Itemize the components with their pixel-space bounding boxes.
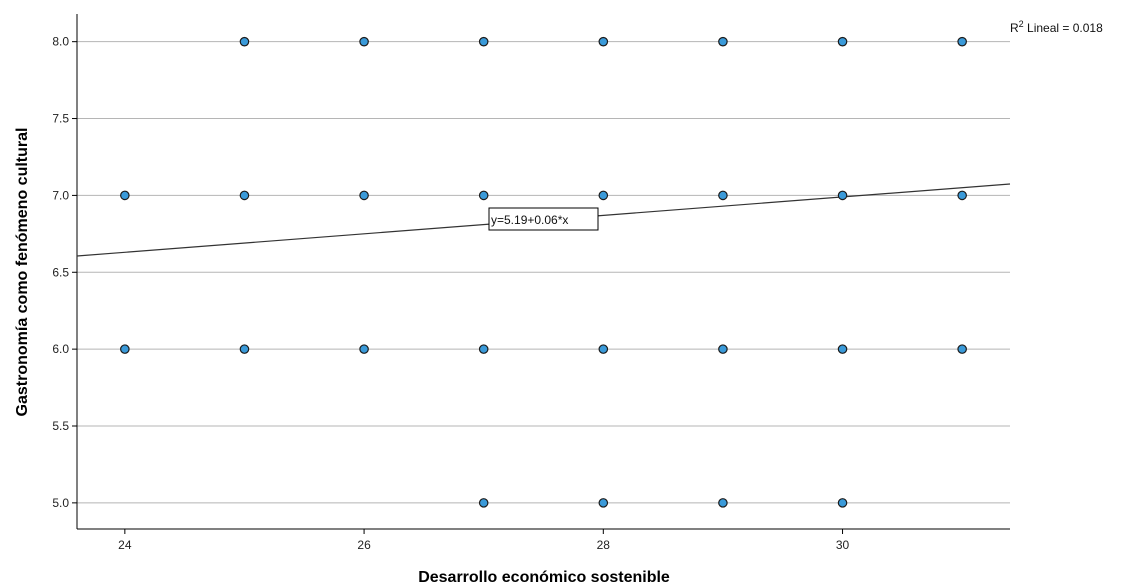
- data-point: [718, 190, 728, 201]
- x-ticks: 24 26 28 30: [118, 529, 850, 552]
- y-tick-label: 5.5: [52, 419, 69, 433]
- data-point: [120, 190, 130, 201]
- data-point: [598, 190, 609, 201]
- data-point: [957, 190, 967, 201]
- y-tick-label: 6.0: [52, 342, 69, 356]
- fit-equation-frame: [488, 207, 599, 231]
- data-point: [837, 498, 848, 508]
- data-point: [837, 36, 848, 47]
- x-tick-label: 30: [836, 538, 850, 552]
- data-point: [239, 344, 250, 354]
- x-tick-label: 28: [597, 538, 611, 552]
- data-point: [359, 190, 369, 201]
- fit-equation-label: y=5.19+0.06*x: [491, 213, 568, 227]
- data-point: [837, 344, 848, 354]
- y-tick-label: 6.5: [52, 265, 69, 279]
- data-point: [478, 190, 489, 201]
- data-point: [718, 344, 728, 354]
- data-point: [718, 36, 728, 47]
- x-axis-title: Desarrollo económico sostenible: [418, 569, 670, 586]
- data-point: [598, 498, 609, 508]
- x-tick-label: 26: [357, 538, 371, 552]
- data-point: [239, 36, 250, 47]
- y-tick-label: 8.0: [52, 35, 69, 49]
- r2-label: R2 Lineal = 0.018: [1010, 19, 1103, 35]
- data-points: [120, 36, 967, 508]
- y-tick-label: 5.0: [52, 496, 69, 510]
- data-point: [239, 190, 250, 201]
- data-point: [359, 344, 369, 354]
- r2-superscript: 2: [1019, 19, 1024, 29]
- data-point: [598, 36, 609, 47]
- data-point: [598, 344, 609, 354]
- data-point: [120, 344, 130, 354]
- fit-equation-box: y=5.19+0.06*x: [488, 207, 599, 231]
- y-tick-label: 7.5: [52, 112, 69, 126]
- data-point: [837, 190, 848, 201]
- data-point: [478, 498, 489, 508]
- data-point: [478, 36, 489, 47]
- r2-prefix: R: [1010, 21, 1019, 35]
- data-point: [359, 36, 369, 47]
- y-ticks: 5.0 5.5 6.0 6.5 7.0 7.5 8.0: [52, 35, 77, 510]
- data-point: [718, 498, 728, 508]
- y-axis-title: Gastronomía como fenómeno cultural: [14, 128, 31, 417]
- data-point: [957, 344, 967, 354]
- x-tick-label: 24: [118, 538, 132, 552]
- r2-suffix: Lineal = 0.018: [1024, 21, 1103, 35]
- y-tick-label: 7.0: [52, 188, 69, 202]
- data-point: [957, 36, 967, 47]
- grid-lines: [77, 41, 1010, 504]
- data-point: [478, 344, 489, 354]
